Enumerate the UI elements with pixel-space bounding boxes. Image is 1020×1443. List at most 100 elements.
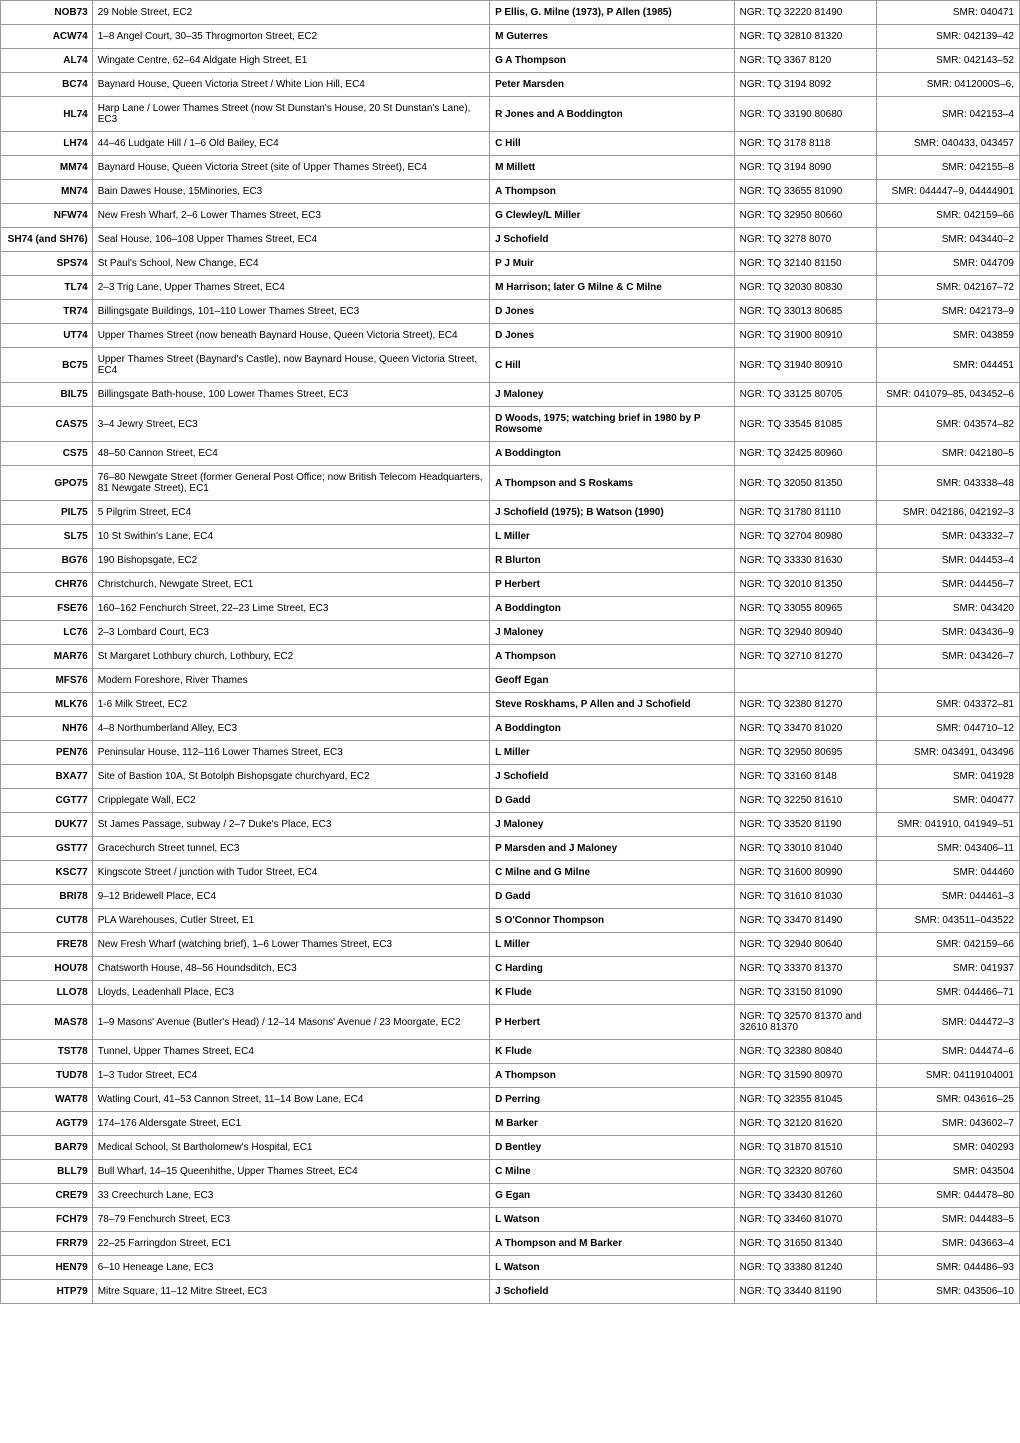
site-location: Chatsworth House, 48–56 Houndsditch, EC3 [92, 957, 489, 981]
site-smr: SMR: 043426–7 [877, 645, 1020, 669]
site-code: BRI78 [1, 885, 93, 909]
site-code: CRE79 [1, 1184, 93, 1208]
site-ngr: NGR: TQ 3367 8120 [734, 49, 877, 73]
site-ngr: NGR: TQ 3194 8090 [734, 156, 877, 180]
table-row: HL74Harp Lane / Lower Thames Street (now… [1, 97, 1020, 132]
site-location: Upper Thames Street (Baynard's Castle), … [92, 348, 489, 383]
site-author: S O'Connor Thompson [490, 909, 735, 933]
site-author: L Miller [490, 741, 735, 765]
table-row: SPS74St Paul's School, New Change, EC4P … [1, 252, 1020, 276]
site-location: Gracechurch Street tunnel, EC3 [92, 837, 489, 861]
site-location: 1–3 Tudor Street, EC4 [92, 1064, 489, 1088]
site-code: UT74 [1, 324, 93, 348]
site-smr: SMR: 041910, 041949–51 [877, 813, 1020, 837]
site-smr: SMR: 044453–4 [877, 549, 1020, 573]
site-ngr: NGR: TQ 33430 81260 [734, 1184, 877, 1208]
site-ngr: NGR: TQ 32320 80760 [734, 1160, 877, 1184]
table-row: BG76190 Bishopsgate, EC2R BlurtonNGR: TQ… [1, 549, 1020, 573]
site-code: HOU78 [1, 957, 93, 981]
site-smr: SMR: 043491, 043496 [877, 741, 1020, 765]
site-code: SL75 [1, 525, 93, 549]
site-author: Steve Roskhams, P Allen and J Schofield [490, 693, 735, 717]
site-location: 1–8 Angel Court, 30–35 Throgmorton Stree… [92, 25, 489, 49]
site-author: D Bentley [490, 1136, 735, 1160]
site-location: Wingate Centre, 62–64 Aldgate High Stree… [92, 49, 489, 73]
site-smr: SMR: 044451 [877, 348, 1020, 383]
table-row: LLO78Lloyds, Leadenhall Place, EC3K Flud… [1, 981, 1020, 1005]
site-code: MN74 [1, 180, 93, 204]
site-author: J Maloney [490, 621, 735, 645]
site-ngr: NGR: TQ 33160 8148 [734, 765, 877, 789]
site-code: PEN76 [1, 741, 93, 765]
sites-table: NOB7329 Noble Street, EC2P Ellis, G. Mil… [0, 0, 1020, 1304]
table-row: HTP79Mitre Square, 11–12 Mitre Street, E… [1, 1280, 1020, 1304]
site-code: CS75 [1, 442, 93, 466]
site-author: G Clewley/L Miller [490, 204, 735, 228]
table-row: TL742–3 Trig Lane, Upper Thames Street, … [1, 276, 1020, 300]
site-author: P Marsden and J Maloney [490, 837, 735, 861]
site-code: HTP79 [1, 1280, 93, 1304]
site-ngr: NGR: TQ 32120 81620 [734, 1112, 877, 1136]
site-location: 78–79 Fenchurch Street, EC3 [92, 1208, 489, 1232]
table-row: BLL79Bull Wharf, 14–15 Queenhithe, Upper… [1, 1160, 1020, 1184]
site-author: J Schofield [490, 765, 735, 789]
site-author: C Hill [490, 132, 735, 156]
site-author: D Jones [490, 324, 735, 348]
site-author: P Herbert [490, 1005, 735, 1040]
site-ngr: NGR: TQ 31600 80990 [734, 861, 877, 885]
site-location: Upper Thames Street (now beneath Baynard… [92, 324, 489, 348]
site-author: P Ellis, G. Milne (1973), P Allen (1985) [490, 1, 735, 25]
site-smr: SMR: 044474–6 [877, 1040, 1020, 1064]
site-location: 5 Pilgrim Street, EC4 [92, 501, 489, 525]
table-row: BC74Baynard House, Queen Victoria Street… [1, 73, 1020, 97]
site-ngr: NGR: TQ 33150 81090 [734, 981, 877, 1005]
site-smr: SMR: 042167–72 [877, 276, 1020, 300]
site-author: K Flude [490, 981, 735, 1005]
site-code: NH76 [1, 717, 93, 741]
site-location: Billingsgate Buildings, 101–110 Lower Th… [92, 300, 489, 324]
site-smr: SMR: 042180–5 [877, 442, 1020, 466]
site-code: MFS76 [1, 669, 93, 693]
site-smr: SMR: 042186, 042192–3 [877, 501, 1020, 525]
site-location: St Margaret Lothbury church, Lothbury, E… [92, 645, 489, 669]
site-code: HEN79 [1, 1256, 93, 1280]
site-author: L Miller [490, 933, 735, 957]
site-code: MAR76 [1, 645, 93, 669]
site-smr: SMR: 044460 [877, 861, 1020, 885]
site-location: PLA Warehouses, Cutler Street, E1 [92, 909, 489, 933]
site-author: D Gadd [490, 789, 735, 813]
site-author: C Hill [490, 348, 735, 383]
site-author: G Egan [490, 1184, 735, 1208]
site-ngr: NGR: TQ 32570 81370 and 32610 81370 [734, 1005, 877, 1040]
table-row: HOU78Chatsworth House, 48–56 Houndsditch… [1, 957, 1020, 981]
site-ngr: NGR: TQ 32940 80640 [734, 933, 877, 957]
site-author: C Harding [490, 957, 735, 981]
site-code: TST78 [1, 1040, 93, 1064]
site-location: Bain Dawes House, 15Minories, EC3 [92, 180, 489, 204]
site-location: Baynard House, Queen Victoria Street / W… [92, 73, 489, 97]
site-code: AGT79 [1, 1112, 93, 1136]
site-ngr: NGR: TQ 32050 81350 [734, 466, 877, 501]
site-ngr: NGR: TQ 33010 81040 [734, 837, 877, 861]
site-author: J Maloney [490, 813, 735, 837]
site-location: New Fresh Wharf (watching brief), 1–6 Lo… [92, 933, 489, 957]
site-author: M Guterres [490, 25, 735, 49]
table-row: NH764–8 Northumberland Alley, EC3A Boddi… [1, 717, 1020, 741]
site-ngr: NGR: TQ 32940 80940 [734, 621, 877, 645]
table-row: MAR76St Margaret Lothbury church, Lothbu… [1, 645, 1020, 669]
site-smr: SMR: 043511–043522 [877, 909, 1020, 933]
site-location: 44–46 Ludgate Hill / 1–6 Old Bailey, EC4 [92, 132, 489, 156]
site-code: MAS78 [1, 1005, 93, 1040]
site-ngr: NGR: TQ 32710 81270 [734, 645, 877, 669]
table-row: PIL755 Pilgrim Street, EC4J Schofield (1… [1, 501, 1020, 525]
table-row: CUT78PLA Warehouses, Cutler Street, E1S … [1, 909, 1020, 933]
site-location: Harp Lane / Lower Thames Street (now St … [92, 97, 489, 132]
site-ngr: NGR: TQ 33655 81090 [734, 180, 877, 204]
site-location: Mitre Square, 11–12 Mitre Street, EC3 [92, 1280, 489, 1304]
site-author: D Perring [490, 1088, 735, 1112]
site-smr: SMR: 04119104001 [877, 1064, 1020, 1088]
site-smr: SMR: 0412000S–6, [877, 73, 1020, 97]
site-location: Cripplegate Wall, EC2 [92, 789, 489, 813]
site-ngr: NGR: TQ 33330 81630 [734, 549, 877, 573]
table-row: CS7548–50 Cannon Street, EC4A Boddington… [1, 442, 1020, 466]
